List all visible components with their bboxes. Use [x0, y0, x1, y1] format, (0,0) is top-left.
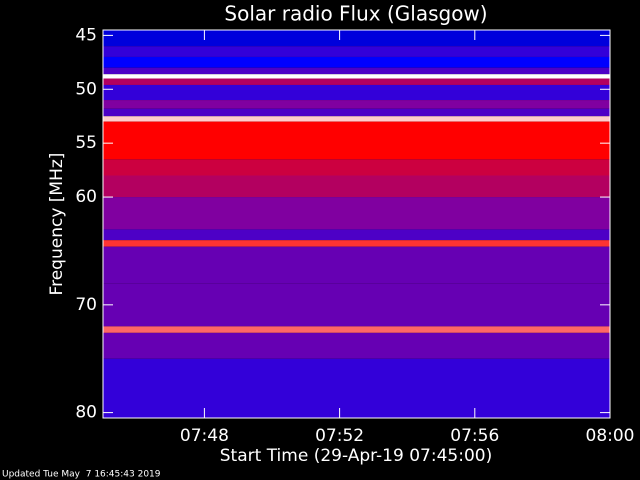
- spectrum-band: [103, 358, 610, 418]
- plot-area: [103, 30, 610, 418]
- spectrum-band: [103, 197, 610, 230]
- spectrum-band: [103, 229, 610, 241]
- spectrum-band: [103, 116, 610, 122]
- spectrum-band: [103, 246, 610, 284]
- spectrum-band: [103, 240, 610, 247]
- spectrum-band: [103, 84, 610, 101]
- y-tick-label: 70: [75, 295, 97, 315]
- spectrum-band: [103, 159, 610, 176]
- spectrum-band: [103, 74, 610, 79]
- spectrum-band: [103, 108, 610, 117]
- spectrum-band: [103, 332, 610, 359]
- y-tick-label: 60: [75, 187, 97, 207]
- spectrum-band: [103, 78, 610, 85]
- spectrum-band: [103, 56, 610, 68]
- chart-title: Solar radio Flux (Glasgow): [224, 2, 487, 26]
- spectrum-band: [103, 100, 610, 109]
- y-tick-label: 45: [75, 25, 97, 45]
- y-tick-label: 55: [75, 133, 97, 153]
- y-axis-label: Frequency [MHz]: [47, 153, 67, 296]
- plot-frame: [102, 29, 611, 419]
- x-axis-label: Start Time (29-Apr-19 07:45:00): [220, 446, 492, 466]
- spectrum-band: [103, 46, 610, 57]
- x-tick-label: 07:48: [180, 426, 229, 446]
- footer: Updated Tue May 7 16:45:43 2019: [2, 470, 161, 480]
- x-tick-label: 08:00: [586, 426, 635, 446]
- spectrum-band: [103, 283, 610, 327]
- spectrum-band: [103, 30, 610, 47]
- x-tick-label: 07:56: [450, 426, 499, 446]
- y-tick-label: 50: [75, 79, 97, 99]
- spectrum-band: [103, 326, 610, 333]
- y-tick-label: 80: [75, 403, 97, 423]
- x-tick-label: 07:52: [315, 426, 364, 446]
- spectrum-band: [103, 175, 610, 198]
- spectrum-band: [103, 121, 610, 160]
- spectrum-band: [103, 67, 610, 75]
